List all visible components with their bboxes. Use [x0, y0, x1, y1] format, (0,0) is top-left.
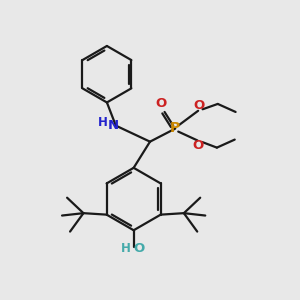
Text: O: O — [193, 139, 204, 152]
Text: H: H — [98, 116, 107, 129]
Text: O: O — [155, 98, 167, 110]
Text: N: N — [108, 119, 119, 132]
Text: O: O — [193, 99, 204, 112]
Text: H: H — [120, 242, 130, 256]
Text: P: P — [170, 121, 180, 135]
Text: O: O — [134, 242, 145, 256]
